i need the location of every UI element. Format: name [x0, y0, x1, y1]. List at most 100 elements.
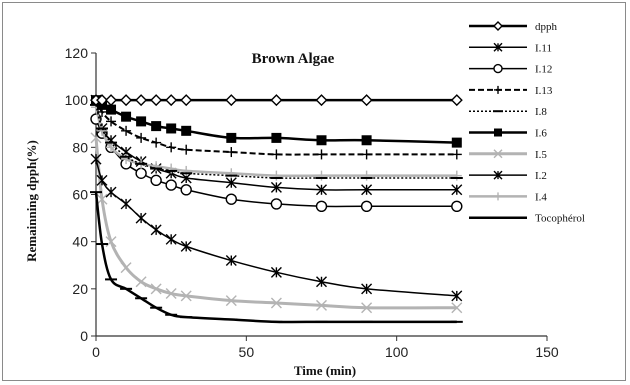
diamond-marker	[96, 94, 109, 107]
circle-marker	[165, 179, 177, 191]
circle-marker	[360, 200, 373, 212]
data-point	[494, 85, 502, 94]
legend-label: Tocophérol	[535, 213, 585, 225]
legend-entry: I.13	[469, 85, 553, 97]
circle-marker	[451, 200, 463, 212]
legend-entry: I.8	[469, 106, 547, 118]
legend-entry: I.2	[469, 170, 547, 182]
square-marker	[494, 128, 502, 137]
data-point	[151, 137, 162, 148]
data-point	[493, 21, 503, 31]
data-point	[361, 170, 372, 181]
data-point	[271, 149, 282, 160]
series-line	[94, 137, 457, 310]
x-marker-b	[96, 193, 108, 205]
data-point	[361, 184, 373, 196]
series-i-2	[90, 153, 463, 302]
chart-title: Brown Algae	[252, 51, 335, 67]
data-point	[225, 193, 238, 205]
square-marker	[151, 121, 162, 132]
diamond-marker	[315, 94, 328, 107]
legend-entry: I.6	[469, 128, 547, 140]
data-point	[226, 168, 237, 179]
data-point	[96, 193, 108, 205]
legend-label: I.12	[535, 64, 552, 76]
circle-marker	[150, 174, 162, 187]
data-point	[135, 94, 148, 107]
data-point	[451, 200, 463, 212]
data-point	[151, 121, 162, 132]
square-marker	[226, 132, 237, 143]
data-point	[270, 266, 282, 278]
data-point	[225, 295, 237, 307]
x-tick-label: 150	[535, 344, 559, 360]
data-point	[165, 94, 178, 107]
data-point	[451, 170, 462, 181]
data-point	[225, 177, 237, 189]
circle-marker	[135, 167, 147, 179]
legend-label: dpph	[535, 21, 558, 33]
data-point	[361, 135, 372, 146]
square-marker	[121, 111, 132, 122]
data-point	[165, 288, 177, 300]
series-line	[95, 118, 457, 208]
data-point	[361, 149, 372, 160]
data-point	[494, 192, 502, 201]
data-point	[96, 174, 108, 186]
x-axis-label: Time (min)	[294, 363, 356, 378]
x-marker-b	[361, 302, 373, 314]
data-point	[135, 276, 147, 288]
data-point	[360, 94, 373, 107]
square-marker	[316, 135, 327, 146]
square-marker	[451, 137, 462, 148]
data-point	[166, 142, 177, 153]
data-point	[180, 290, 192, 302]
data-point	[90, 153, 102, 165]
data-point	[165, 233, 177, 245]
data-point	[316, 170, 327, 181]
legend-label: I.11	[535, 42, 552, 54]
data-point	[226, 147, 237, 158]
data-point	[493, 63, 503, 74]
data-point	[451, 302, 463, 314]
data-point	[316, 299, 327, 311]
data-point	[360, 200, 373, 212]
data-point	[493, 170, 503, 180]
legend: dpph I.11 I.12 I.13 I.8 I.6 I.5 I.2 I.4 Tocophéro…	[469, 21, 585, 225]
x-marker-b	[150, 283, 162, 295]
data-point	[120, 198, 132, 210]
series-dpph	[90, 94, 463, 107]
diamond-marker	[165, 94, 178, 107]
data-point	[451, 290, 463, 302]
circle-marker	[493, 63, 503, 74]
circle-marker	[180, 184, 192, 196]
x-marker-b	[451, 302, 463, 314]
data-point	[315, 200, 328, 212]
data-point	[96, 94, 109, 107]
square-marker	[166, 123, 177, 134]
circle-marker	[270, 198, 283, 210]
data-point	[270, 181, 282, 193]
legend-entry: Tocophérol	[469, 213, 585, 225]
diamond-marker	[270, 94, 283, 107]
data-point	[106, 116, 117, 127]
diamond-marker	[493, 21, 503, 31]
y-axis-label: Remainning dpph(%)	[24, 140, 39, 262]
legend-label: I.5	[535, 149, 547, 161]
series-tocoph-rol	[90, 191, 463, 324]
data-point	[136, 116, 147, 127]
data-point	[225, 255, 237, 267]
data-point	[493, 42, 503, 52]
chart-frame: 0 20 40 60 80 100 120 0 50 100 150 Brown Algae Tim…	[2, 2, 626, 381]
data-point	[105, 94, 118, 107]
series-layer	[90, 94, 463, 324]
data-point	[270, 198, 283, 210]
legend-entry: I.5	[469, 149, 547, 161]
square-marker	[106, 104, 117, 115]
legend-label: I.13	[535, 85, 553, 97]
data-point	[150, 283, 162, 295]
data-point	[451, 137, 462, 148]
legend-label: I.4	[535, 191, 547, 203]
data-point	[271, 132, 282, 143]
data-point	[493, 149, 503, 159]
